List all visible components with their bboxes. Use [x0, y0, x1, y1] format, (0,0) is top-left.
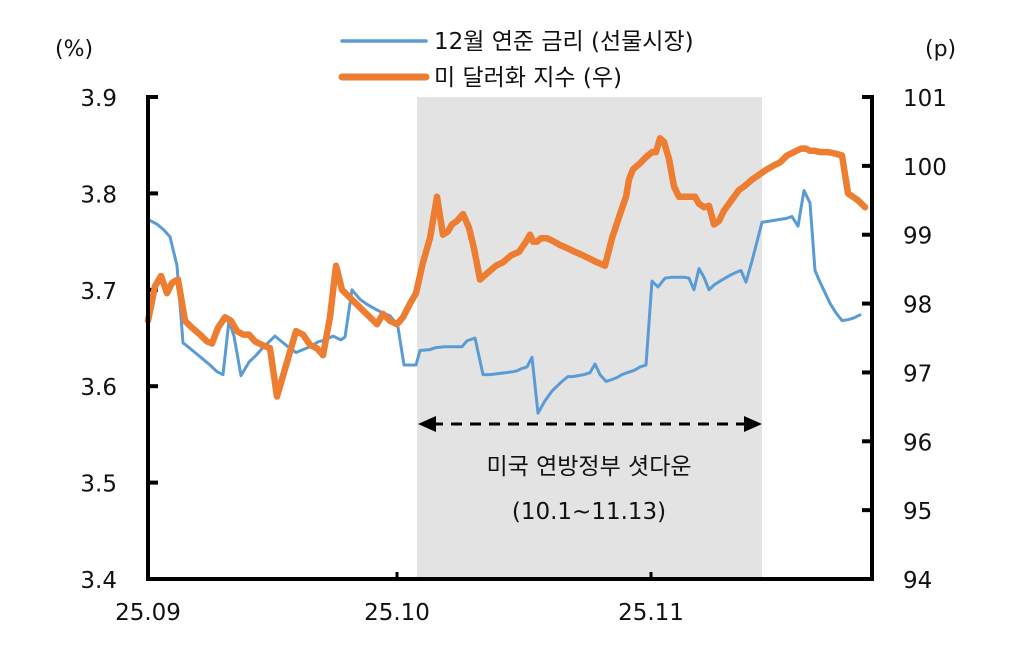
arrow-left-icon: [418, 416, 436, 432]
right-tick-label: 94: [903, 568, 932, 594]
shutdown-arrow: [418, 416, 762, 432]
right-tick-label: 96: [903, 430, 932, 456]
left-tick-label: 3.9: [80, 86, 117, 112]
right-tick-label: 99: [903, 224, 932, 250]
right-tick-label: 100: [903, 155, 947, 181]
axes-frame: [146, 95, 874, 581]
legend: 12월 연준 금리 (선물시장) 미 달러화 지수 (우): [338, 29, 694, 91]
right-axis-unit: (p): [925, 37, 956, 62]
left-tick-label: 3.6: [80, 375, 117, 401]
legend-label-dollar-index: 미 달러화 지수 (우): [434, 65, 622, 91]
left-axis-unit: (%): [55, 37, 93, 62]
x-tick-label: 25.09: [115, 600, 181, 626]
arrow-right-icon: [744, 416, 762, 432]
x-tick-label: 25.11: [618, 600, 684, 626]
left-tick-label: 3.8: [80, 182, 117, 208]
right-tick-label: 97: [903, 361, 932, 387]
series-line-fed-rate: [146, 189, 862, 415]
right-y-axis: 101 100 99 98 97 96 95 94: [862, 86, 947, 594]
legend-label-fed-rate: 12월 연준 금리 (선물시장): [434, 29, 694, 55]
right-tick-label: 101: [903, 86, 947, 112]
series-line-dollar-index: [144, 135, 869, 400]
x-tick-label: 25.10: [364, 600, 430, 626]
right-tick-label: 95: [903, 499, 932, 525]
annotation-title: 미국 연방정부 셧다운: [486, 454, 691, 480]
annotation-period: (10.1~11.13): [512, 499, 666, 525]
left-tick-label: 3.4: [80, 568, 117, 594]
left-tick-label: 3.5: [80, 472, 117, 498]
left-tick-label: 3.7: [80, 279, 117, 305]
right-tick-label: 98: [903, 293, 932, 319]
